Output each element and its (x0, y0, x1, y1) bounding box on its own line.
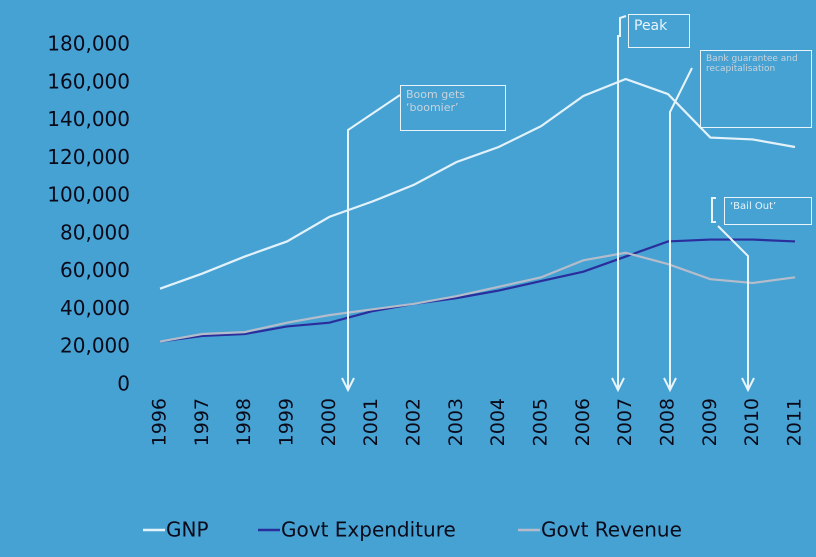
series-line (159, 77, 796, 290)
annotation-leader (347, 94, 401, 388)
arrowhead (741, 377, 755, 393)
x-tick-label: 2004 (487, 398, 509, 446)
legend-label: GNP (166, 518, 209, 542)
x-tick-label: 2008 (657, 398, 679, 446)
y-tick-label: 20,000 (60, 334, 130, 358)
annotation: ‘Bail Out’ (724, 197, 812, 225)
y-tick-label: 100,000 (47, 183, 130, 207)
y-tick-label: 120,000 (47, 145, 130, 169)
y-tick-label: 40,000 (60, 296, 130, 320)
y-tick-label: 140,000 (47, 107, 130, 131)
x-tick-label: 1998 (233, 398, 255, 446)
x-tick-label: 2009 (699, 398, 721, 446)
series-line (159, 251, 796, 343)
x-tick-label: 2010 (741, 398, 763, 446)
x-tick-label: 1997 (191, 398, 213, 446)
x-tick-label: 2002 (403, 398, 425, 446)
x-tick-label: 2003 (445, 398, 467, 446)
annotation-leader (711, 197, 749, 388)
x-tick-label: 1996 (149, 398, 171, 446)
annotation-leader (669, 67, 693, 388)
annotation: Boom gets ‘boomier’ (400, 85, 506, 131)
legend-label: Govt Revenue (541, 518, 682, 542)
x-tick-label: 2006 (572, 398, 594, 446)
y-tick-label: 80,000 (60, 220, 130, 244)
series-line (159, 238, 796, 343)
y-tick-label: 60,000 (60, 258, 130, 282)
x-tick-label: 2005 (530, 398, 552, 446)
legend-label: Govt Expenditure (281, 518, 456, 542)
arrowhead (341, 377, 355, 393)
y-tick-label: 160,000 (47, 69, 130, 93)
arrowhead (663, 377, 677, 393)
x-tick-label: 2000 (318, 398, 340, 446)
annotation: Peak (628, 14, 690, 48)
annotation: Bank guarantee and recapitalisation (700, 50, 812, 128)
x-tick-label: 2001 (360, 398, 382, 446)
annotation-leader (617, 15, 627, 388)
x-tick-label: 1999 (276, 398, 298, 446)
y-tick-label: 0 (117, 372, 130, 396)
x-tick-label: 2011 (784, 398, 806, 446)
arrowhead (611, 377, 625, 393)
x-tick-label: 2007 (614, 398, 636, 446)
y-tick-label: 180,000 (47, 32, 130, 56)
